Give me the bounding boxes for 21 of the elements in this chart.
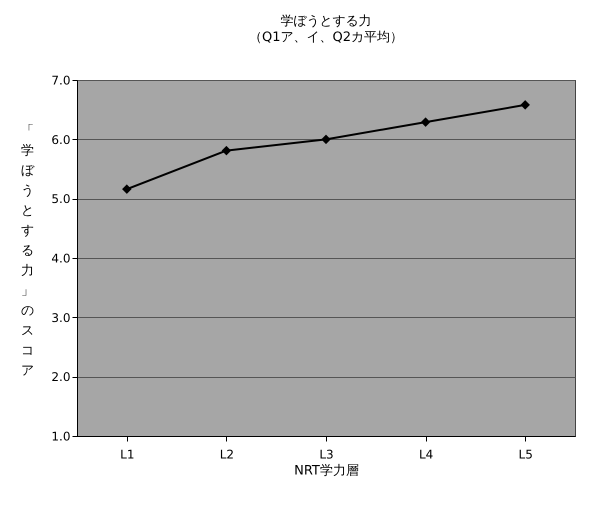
x-tick-label: L2: [220, 448, 234, 462]
point: [420, 117, 430, 127]
y-tick-label: 7.0: [51, 74, 70, 88]
chart-title: 学ぼうとする力: [280, 14, 372, 29]
y-tick-label: 1.0: [51, 430, 70, 444]
y-tick-label: 5.0: [51, 192, 70, 206]
x-tick-label: L3: [319, 448, 334, 462]
point: [122, 184, 132, 194]
y-tick-label: 4.0: [51, 252, 70, 266]
point: [321, 134, 331, 144]
point: [222, 146, 232, 156]
x-tick-label: L1: [120, 448, 134, 462]
y-tick-label: 2.0: [51, 370, 70, 384]
x-tick-label: L4: [418, 448, 434, 462]
x-tick-label: L5: [518, 448, 533, 462]
y-tick-label: 6.0: [51, 132, 70, 147]
y-tick-label: 3.0: [51, 310, 70, 325]
text: 「学ぼうとする力」のスコア: [21, 124, 34, 378]
point: [520, 100, 530, 110]
chart-subtitle: （Q1ア、イ、Q2カ平均）: [248, 30, 404, 45]
x-axis-title: NRT学力層: [294, 464, 359, 478]
